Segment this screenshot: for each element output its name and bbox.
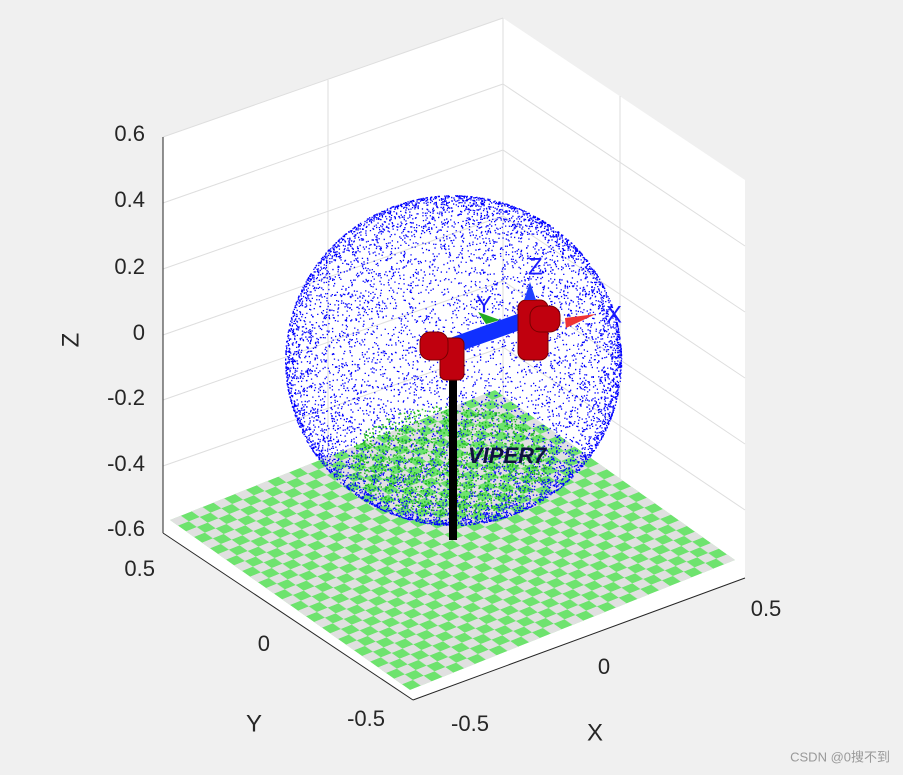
z-tick-label: -0.2	[107, 385, 145, 410]
frame-z: Z	[528, 253, 543, 280]
frame-x: X	[606, 301, 622, 328]
z-tick-label: 0.4	[114, 187, 145, 212]
z-axis-label: Z	[57, 333, 84, 348]
x-tick-label: 0	[598, 654, 610, 679]
z-tick-label: 0	[133, 320, 145, 345]
y-tick-label: 0.5	[124, 556, 155, 581]
grid	[162, 17, 746, 511]
z-tick-label: -0.6	[107, 516, 145, 541]
y-tick-label: 0	[258, 631, 270, 656]
x-axis-label: X	[587, 719, 603, 746]
axes-lines	[162, 137, 746, 701]
x-tick-label: -0.5	[451, 711, 489, 736]
z-tick-label: 0.6	[114, 121, 145, 146]
frame-y: Y	[476, 291, 492, 318]
robot: VIPER7 X Y Z	[419, 253, 622, 540]
z-tick-label: -0.4	[107, 451, 145, 476]
z-tick-label: 0.2	[114, 254, 145, 279]
y-tick-label: -0.5	[347, 706, 385, 731]
y-axis-label: Y	[246, 710, 262, 737]
watermark: CSDN @0搜不到	[790, 749, 890, 764]
x-tick-label: 0.5	[751, 596, 782, 621]
robot-name: VIPER7	[468, 443, 548, 468]
workspace-points	[285, 195, 623, 527]
